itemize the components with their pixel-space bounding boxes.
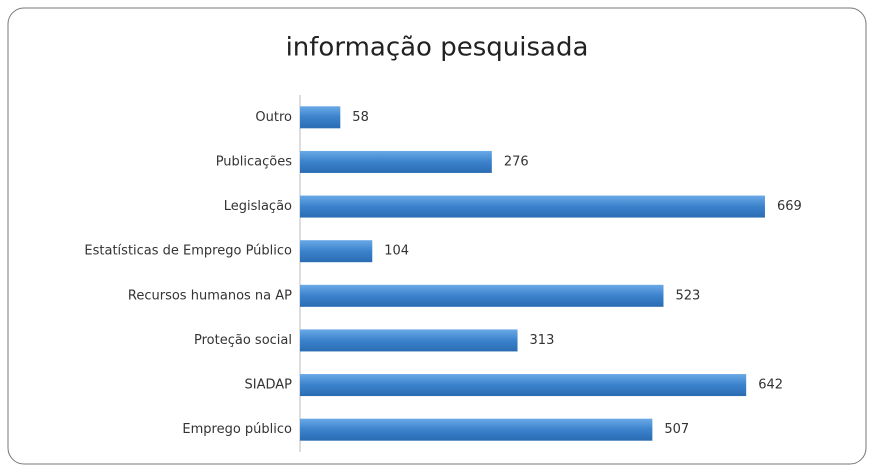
chart-frame [7,7,867,465]
category-label: Legislação [224,199,292,214]
value-label: 642 [758,378,783,393]
value-label: 669 [777,199,802,214]
value-label: 507 [664,422,689,437]
category-label: Estatísticas de Emprego Público [84,244,292,259]
value-label: 104 [384,244,409,259]
bar [300,374,747,397]
bar [300,284,664,307]
bar [300,418,653,441]
category-label: Recursos humanos na AP [128,288,292,303]
category-label: SIADAP [245,378,293,393]
chart-title: informação pesquisada [286,33,589,63]
bar [300,195,765,218]
bar [300,150,492,173]
bar [300,329,518,352]
bar [300,240,373,263]
bar [300,106,341,129]
category-label: Proteção social [194,333,292,348]
category-label: Emprego público [182,422,292,437]
category-label: Outro [255,110,292,125]
value-label: 313 [530,333,555,348]
value-label: 523 [675,288,700,303]
value-label: 276 [504,154,529,169]
value-label: 58 [352,110,369,125]
category-label: Publicações [216,154,293,169]
